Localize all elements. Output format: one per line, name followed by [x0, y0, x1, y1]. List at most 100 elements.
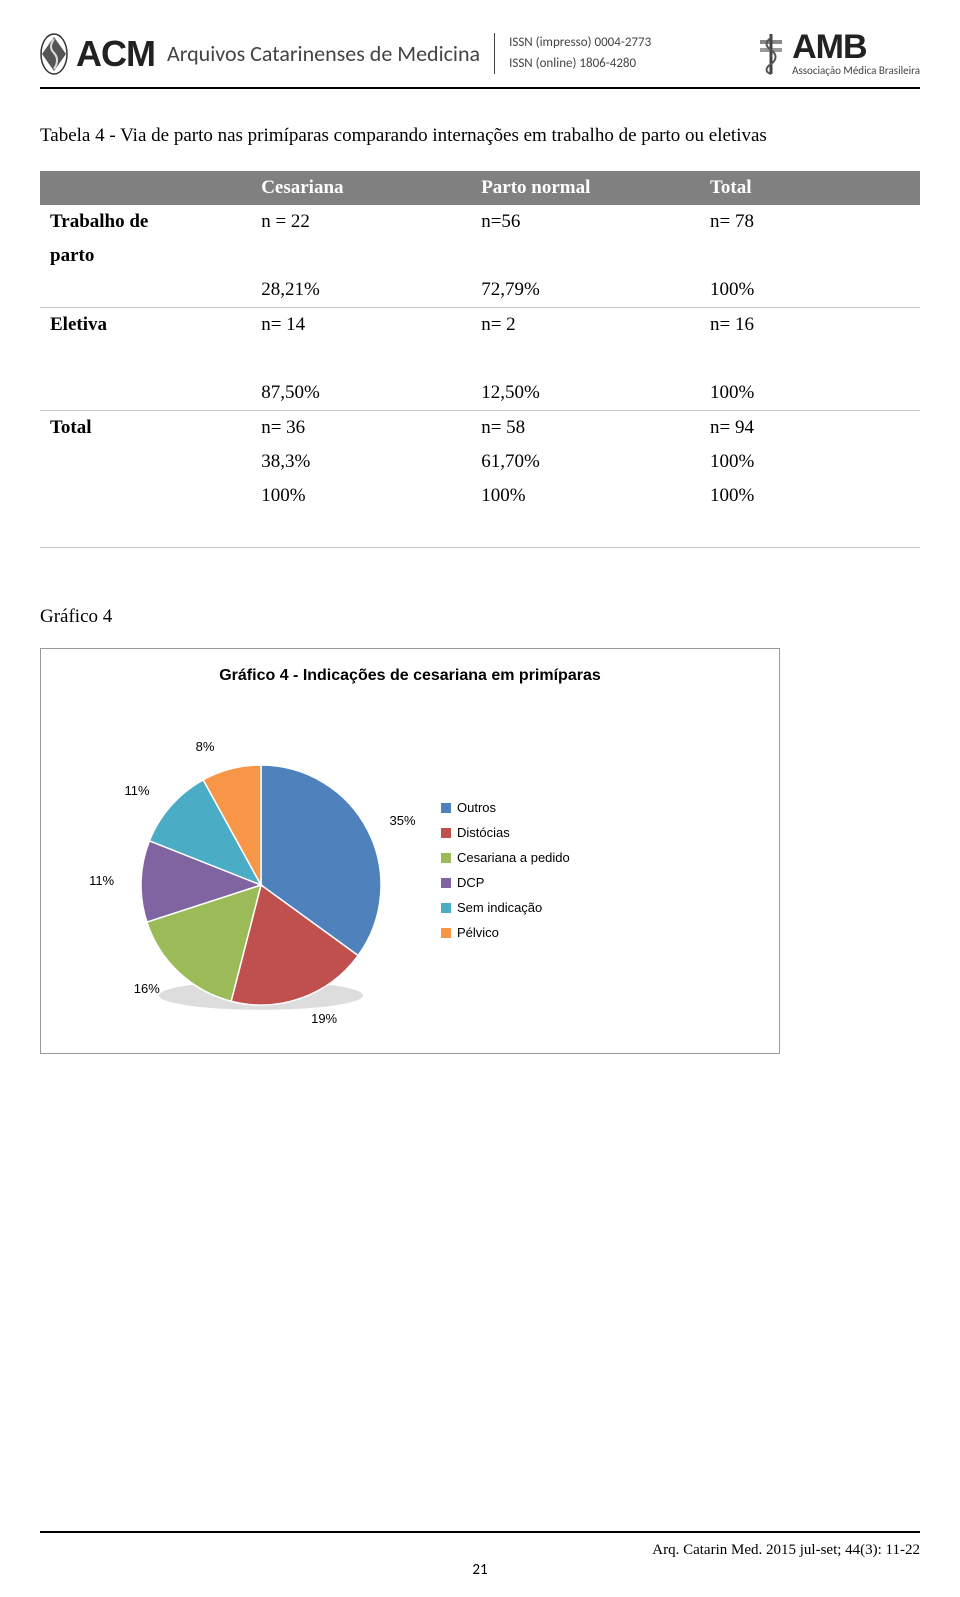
legend-label: Distócias — [457, 825, 510, 840]
pie-slice-label: 19% — [311, 1011, 337, 1026]
table-cell: 100% — [700, 445, 920, 479]
th-cesariana: Cesariana — [251, 171, 471, 205]
chart-4-title: Gráfico 4 - Indicações de cesariana em p… — [61, 667, 759, 685]
legend-swatch — [441, 878, 451, 888]
acm-icon — [40, 33, 68, 75]
table-header-row: Cesariana Parto normal Total — [40, 171, 920, 205]
chart-4-box: Gráfico 4 - Indicações de cesariana em p… — [40, 648, 780, 1054]
chart-4-label: Gráfico 4 — [40, 606, 920, 628]
table-cell: 100% — [471, 479, 700, 513]
table-row: Eletivan= 14n= 2n= 16 — [40, 308, 920, 343]
pie-slice-label: 11% — [89, 873, 114, 888]
pie-slice-label: 11% — [124, 783, 149, 798]
pie-slice-label: 8% — [196, 739, 215, 754]
table-cell: n= 78 — [700, 205, 920, 239]
table-cell: Trabalho de — [40, 205, 251, 239]
legend-label: Cesariana a pedido — [457, 850, 570, 865]
legend-item: DCP — [441, 875, 570, 890]
table-cell: 72,79% — [471, 273, 700, 308]
table-row: 100%100%100% — [40, 479, 920, 513]
acm-logo: ACM — [40, 33, 155, 75]
chart-legend: Outros Distócias Cesariana a pedido DCP Sem … — [441, 800, 570, 950]
table-row: 38,3%61,70%100% — [40, 445, 920, 479]
table-cell: n=56 — [471, 205, 700, 239]
issn-block: ISSN (impresso) 0004-2773 ISSN (online) … — [494, 33, 651, 75]
table-row: 87,50%12,50%100% — [40, 376, 920, 411]
page-header: ACM Arquivos Catarinenses de Medicina IS… — [40, 30, 920, 89]
table-cell — [40, 513, 251, 548]
table-cell: 87,50% — [251, 376, 471, 411]
table-cell — [40, 273, 251, 308]
table-cell — [471, 239, 700, 273]
table-cell: Total — [40, 411, 251, 446]
table-cell — [40, 342, 251, 376]
table-row: Totaln= 36n= 58n= 94 — [40, 411, 920, 446]
pie-chart: 35%19%16%11%11%8% — [61, 725, 411, 1025]
legend-item: Cesariana a pedido — [441, 850, 570, 865]
table-cell — [251, 239, 471, 273]
footer-page-number: 21 — [0, 1561, 960, 1579]
table-cell — [700, 239, 920, 273]
table-4: Cesariana Parto normal Total Trabalho de… — [40, 171, 920, 548]
amb-icon — [756, 32, 786, 76]
issn-online: ISSN (online) 1806-4280 — [509, 54, 651, 75]
table-cell — [251, 513, 471, 548]
legend-label: Outros — [457, 800, 496, 815]
legend-swatch — [441, 928, 451, 938]
table-row: 28,21%72,79%100% — [40, 273, 920, 308]
table-cell: 38,3% — [251, 445, 471, 479]
legend-item: Distócias — [441, 825, 570, 840]
legend-label: DCP — [457, 875, 484, 890]
th-blank — [40, 171, 251, 205]
th-total: Total — [700, 171, 920, 205]
table-cell: 100% — [251, 479, 471, 513]
table-cell: 100% — [700, 479, 920, 513]
acm-text: ACM — [76, 33, 155, 75]
table-cell: n= 2 — [471, 308, 700, 343]
table-cell — [251, 342, 471, 376]
table-cell: 12,50% — [471, 376, 700, 411]
th-parto-normal: Parto normal — [471, 171, 700, 205]
legend-label: Sem indicação — [457, 900, 542, 915]
amb-logo: AMB Associação Médica Brasileira — [756, 30, 920, 77]
footer-citation: Arq. Catarin Med. 2015 jul-set; 44(3): 1… — [652, 1542, 920, 1559]
table-cell: Eletiva — [40, 308, 251, 343]
table-cell: n= 58 — [471, 411, 700, 446]
table-row — [40, 513, 920, 548]
footer-rule — [40, 1531, 920, 1533]
table-row — [40, 342, 920, 376]
pie-slice-label: 35% — [390, 813, 416, 828]
amb-text: AMB — [792, 30, 866, 64]
table-cell: n= 16 — [700, 308, 920, 343]
table-4-title: Tabela 4 - Via de parto nas primíparas c… — [40, 125, 920, 147]
legend-swatch — [441, 828, 451, 838]
table-cell — [40, 376, 251, 411]
table-row: parto — [40, 239, 920, 273]
legend-swatch — [441, 903, 451, 913]
table-cell — [471, 342, 700, 376]
table-cell — [700, 342, 920, 376]
legend-swatch — [441, 853, 451, 863]
table-cell: 28,21% — [251, 273, 471, 308]
table-cell: n= 14 — [251, 308, 471, 343]
table-cell: parto — [40, 239, 251, 273]
amb-subtitle: Associação Médica Brasileira — [792, 64, 920, 77]
pie-slice-label: 16% — [134, 981, 160, 996]
legend-item: Sem indicação — [441, 900, 570, 915]
legend-label: Pélvico — [457, 925, 499, 940]
table-cell: n = 22 — [251, 205, 471, 239]
table-cell — [471, 513, 700, 548]
table-cell: n= 94 — [700, 411, 920, 446]
table-cell: n= 36 — [251, 411, 471, 446]
table-cell: 100% — [700, 376, 920, 411]
table-cell — [40, 479, 251, 513]
legend-swatch — [441, 803, 451, 813]
table-cell: 61,70% — [471, 445, 700, 479]
issn-print: ISSN (impresso) 0004-2773 — [509, 33, 651, 54]
legend-item: Pélvico — [441, 925, 570, 940]
legend-item: Outros — [441, 800, 570, 815]
table-cell: 100% — [700, 273, 920, 308]
table-cell — [40, 445, 251, 479]
table-row: Trabalho den = 22n=56n= 78 — [40, 205, 920, 239]
journal-name: Arquivos Catarinenses de Medicina — [167, 40, 480, 67]
